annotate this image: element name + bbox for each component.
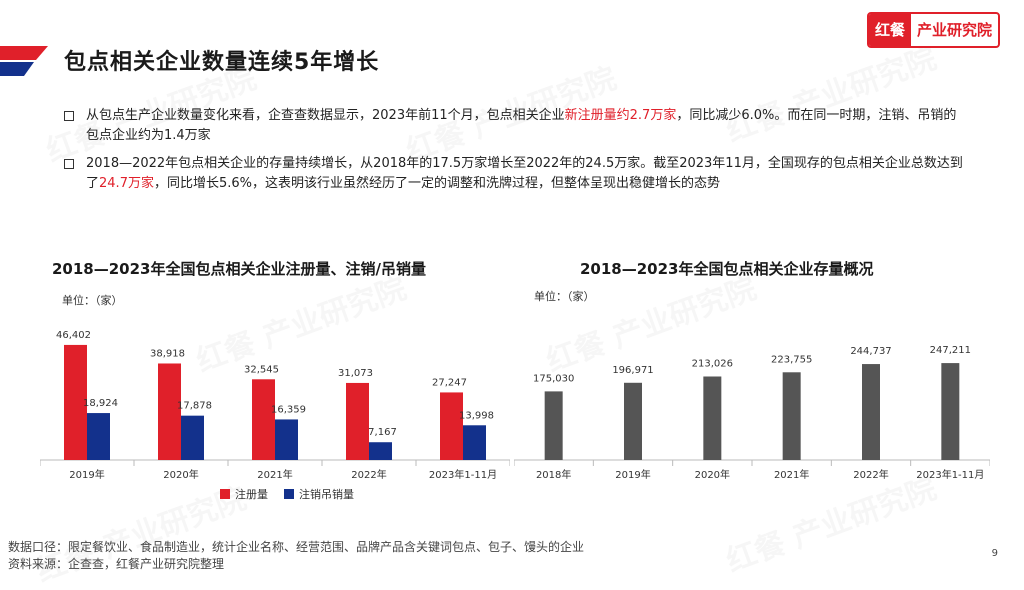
x-tick-label: 2022年 — [351, 468, 386, 481]
bullet-text: ，同比减少6.0%。而在同一时期，注销、吊销的包点企业约为1.4万家 — [86, 108, 957, 143]
bar-secondary — [275, 419, 298, 460]
bar-secondary — [369, 442, 392, 460]
bar-secondary — [181, 415, 204, 460]
data-label: 7,167 — [368, 427, 397, 438]
bullet-list: 从包点生产企业数量变化来看，企查查数据显示，2023年前11个月，包点相关企业新… — [64, 106, 964, 202]
chart1-registration-cancellation: 2019年 46,402 18,924 2020年 38,918 17,878 2021年 3… — [40, 330, 510, 481]
x-tick-label: 2022年 — [853, 468, 888, 481]
bullet-item: 2018—2022年包点相关企业的存量持续增长，从2018年的17.5万家增长至… — [64, 154, 964, 194]
bar-primary — [941, 363, 960, 460]
brand-logo: 红餐 产业研究院 — [866, 12, 1000, 48]
bar-primary — [158, 363, 181, 460]
footnote-source: 资料来源：企查查，红餐产业研究院整理 — [8, 557, 225, 571]
chart1-title: 2018—2023年全国包点相关企业注册量、注销/吊销量 — [52, 260, 426, 278]
data-label: 13,998 — [459, 410, 494, 421]
data-label: 46,402 — [56, 330, 91, 341]
data-label: 175,030 — [533, 373, 574, 384]
legend-item: 注册量 — [220, 486, 268, 502]
bar-primary — [252, 379, 275, 460]
bullet-text: 从包点生产企业数量变化来看，企查查数据显示，2023年前11个月，包点相关企业 — [86, 108, 565, 123]
page-title: 包点相关企业数量连续5年增长 — [64, 50, 380, 75]
bar-primary — [544, 391, 563, 460]
bar-primary — [440, 392, 463, 460]
data-label: 247,211 — [930, 345, 971, 356]
legend-label: 注册量 — [235, 488, 268, 501]
bullet-highlight: 24.7万家 — [99, 176, 154, 191]
chart1-legend: 注册量 注销吊销量 — [220, 486, 354, 502]
checkbox-bullet-icon — [64, 111, 74, 121]
data-label: 18,924 — [83, 398, 118, 409]
bar-primary — [703, 376, 722, 460]
x-tick-label: 2021年 — [257, 468, 292, 481]
x-tick-label: 2018年 — [536, 468, 571, 481]
x-tick-label: 2021年 — [774, 468, 809, 481]
chart1-unit: 单位：（家） — [62, 294, 123, 307]
x-tick-label: 2020年 — [163, 468, 198, 481]
data-label: 196,971 — [612, 365, 653, 376]
x-tick-label: 2019年 — [615, 468, 650, 481]
page-number: 9 — [991, 548, 998, 559]
watermark: 红餐 产业研究院 — [29, 474, 251, 590]
bar-primary — [862, 364, 880, 460]
chart2-enterprise-stock: 2018年 175,030 2019年 196,971 2020年 213,026 2021… — [514, 345, 990, 481]
checkbox-bullet-icon — [64, 159, 74, 169]
chart2-unit: 单位：（家） — [534, 290, 595, 303]
logo-text: 产业研究院 — [916, 21, 992, 39]
legend-swatch — [220, 489, 230, 499]
x-tick-label: 2023年1-11月 — [916, 468, 984, 481]
data-label: 31,073 — [338, 368, 373, 379]
data-label: 16,359 — [271, 404, 306, 415]
data-label: 38,918 — [150, 348, 185, 359]
data-label: 17,878 — [177, 401, 212, 412]
legend-item: 注销吊销量 — [284, 486, 354, 502]
data-label: 213,026 — [692, 358, 733, 369]
bar-secondary — [463, 425, 486, 460]
footnote-scope: 数据口径：限定餐饮业、食品制造业，统计企业名称、经营范围、品牌产品含关键词包点、… — [8, 540, 585, 554]
bar-primary — [782, 372, 801, 460]
legend-label: 注销吊销量 — [299, 488, 354, 501]
bullet-highlight: 新注册量约2.7万家 — [564, 108, 677, 123]
bar-primary — [624, 382, 642, 460]
legend-swatch — [284, 489, 294, 499]
header-accent-bar — [0, 46, 48, 76]
bar-primary — [346, 382, 369, 460]
bullet-item: 从包点生产企业数量变化来看，企查查数据显示，2023年前11个月，包点相关企业新… — [64, 106, 964, 146]
data-label: 27,247 — [432, 377, 467, 388]
x-tick-label: 2020年 — [695, 468, 730, 481]
x-tick-label: 2019年 — [69, 468, 104, 481]
logo-mark: 红餐 — [868, 14, 911, 46]
bar-primary — [64, 344, 87, 460]
data-label: 223,755 — [771, 354, 812, 365]
bullet-text: ，同比增长5.6%，这表明该行业虽然经历了一定的调整和洗牌过程，但整体呈现出稳健… — [153, 176, 720, 191]
bullet-text: 2018—2022年包点相关企业的存量持续增长，从2018年的17.5万家增长至… — [86, 156, 963, 191]
x-tick-label: 2023年1-11月 — [429, 468, 497, 481]
data-label: 244,737 — [850, 346, 891, 357]
chart2-title: 2018—2023年全国包点相关企业存量概况 — [580, 260, 874, 278]
bar-secondary — [87, 413, 110, 460]
data-label: 32,545 — [244, 364, 279, 375]
